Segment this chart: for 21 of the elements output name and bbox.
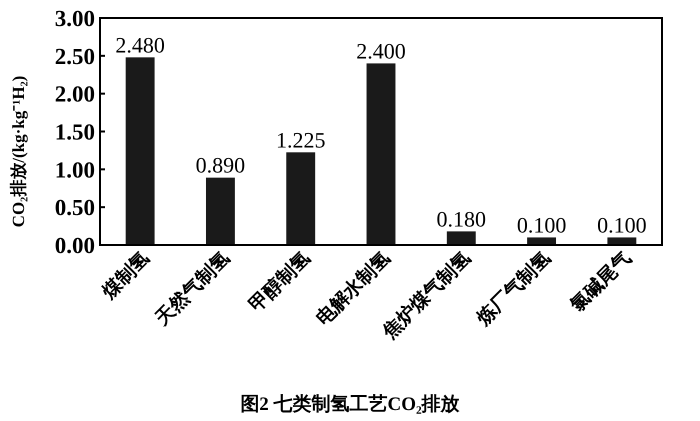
data-label: 2.480 bbox=[115, 32, 165, 58]
x-tick-label: 煤制氢 bbox=[98, 248, 154, 304]
y-tick-label: 3.00 bbox=[54, 6, 95, 31]
x-tick-label: 甲醇制氢 bbox=[244, 246, 314, 316]
data-label: 0.100 bbox=[597, 212, 647, 238]
y-tick-label: 1.50 bbox=[54, 120, 95, 144]
x-tick-label: 天然气制氢 bbox=[151, 248, 234, 330]
y-axis-title: CO₂排放/(kg·kg⁻¹H₂) bbox=[9, 76, 28, 228]
x-tick-label: 炼厂气制氢 bbox=[472, 248, 556, 330]
data-label: 2.400 bbox=[356, 38, 406, 64]
y-tick-label: 0.50 bbox=[54, 195, 95, 220]
x-tick-label: 氯碱尾气 bbox=[565, 246, 636, 317]
text: 图2 七类制氢工艺CO₂排放 bbox=[240, 393, 461, 415]
data-label: 1.225 bbox=[276, 127, 326, 152]
data-label: 0.890 bbox=[196, 152, 246, 178]
y-tick-label: 1.00 bbox=[54, 157, 95, 182]
y-tick-label: 0.00 bbox=[54, 233, 95, 258]
y-tick-label: 2.50 bbox=[54, 44, 95, 69]
data-label: 0.180 bbox=[436, 206, 486, 232]
data-label: 0.100 bbox=[516, 212, 566, 238]
y-tick-label: 2.00 bbox=[54, 82, 95, 107]
